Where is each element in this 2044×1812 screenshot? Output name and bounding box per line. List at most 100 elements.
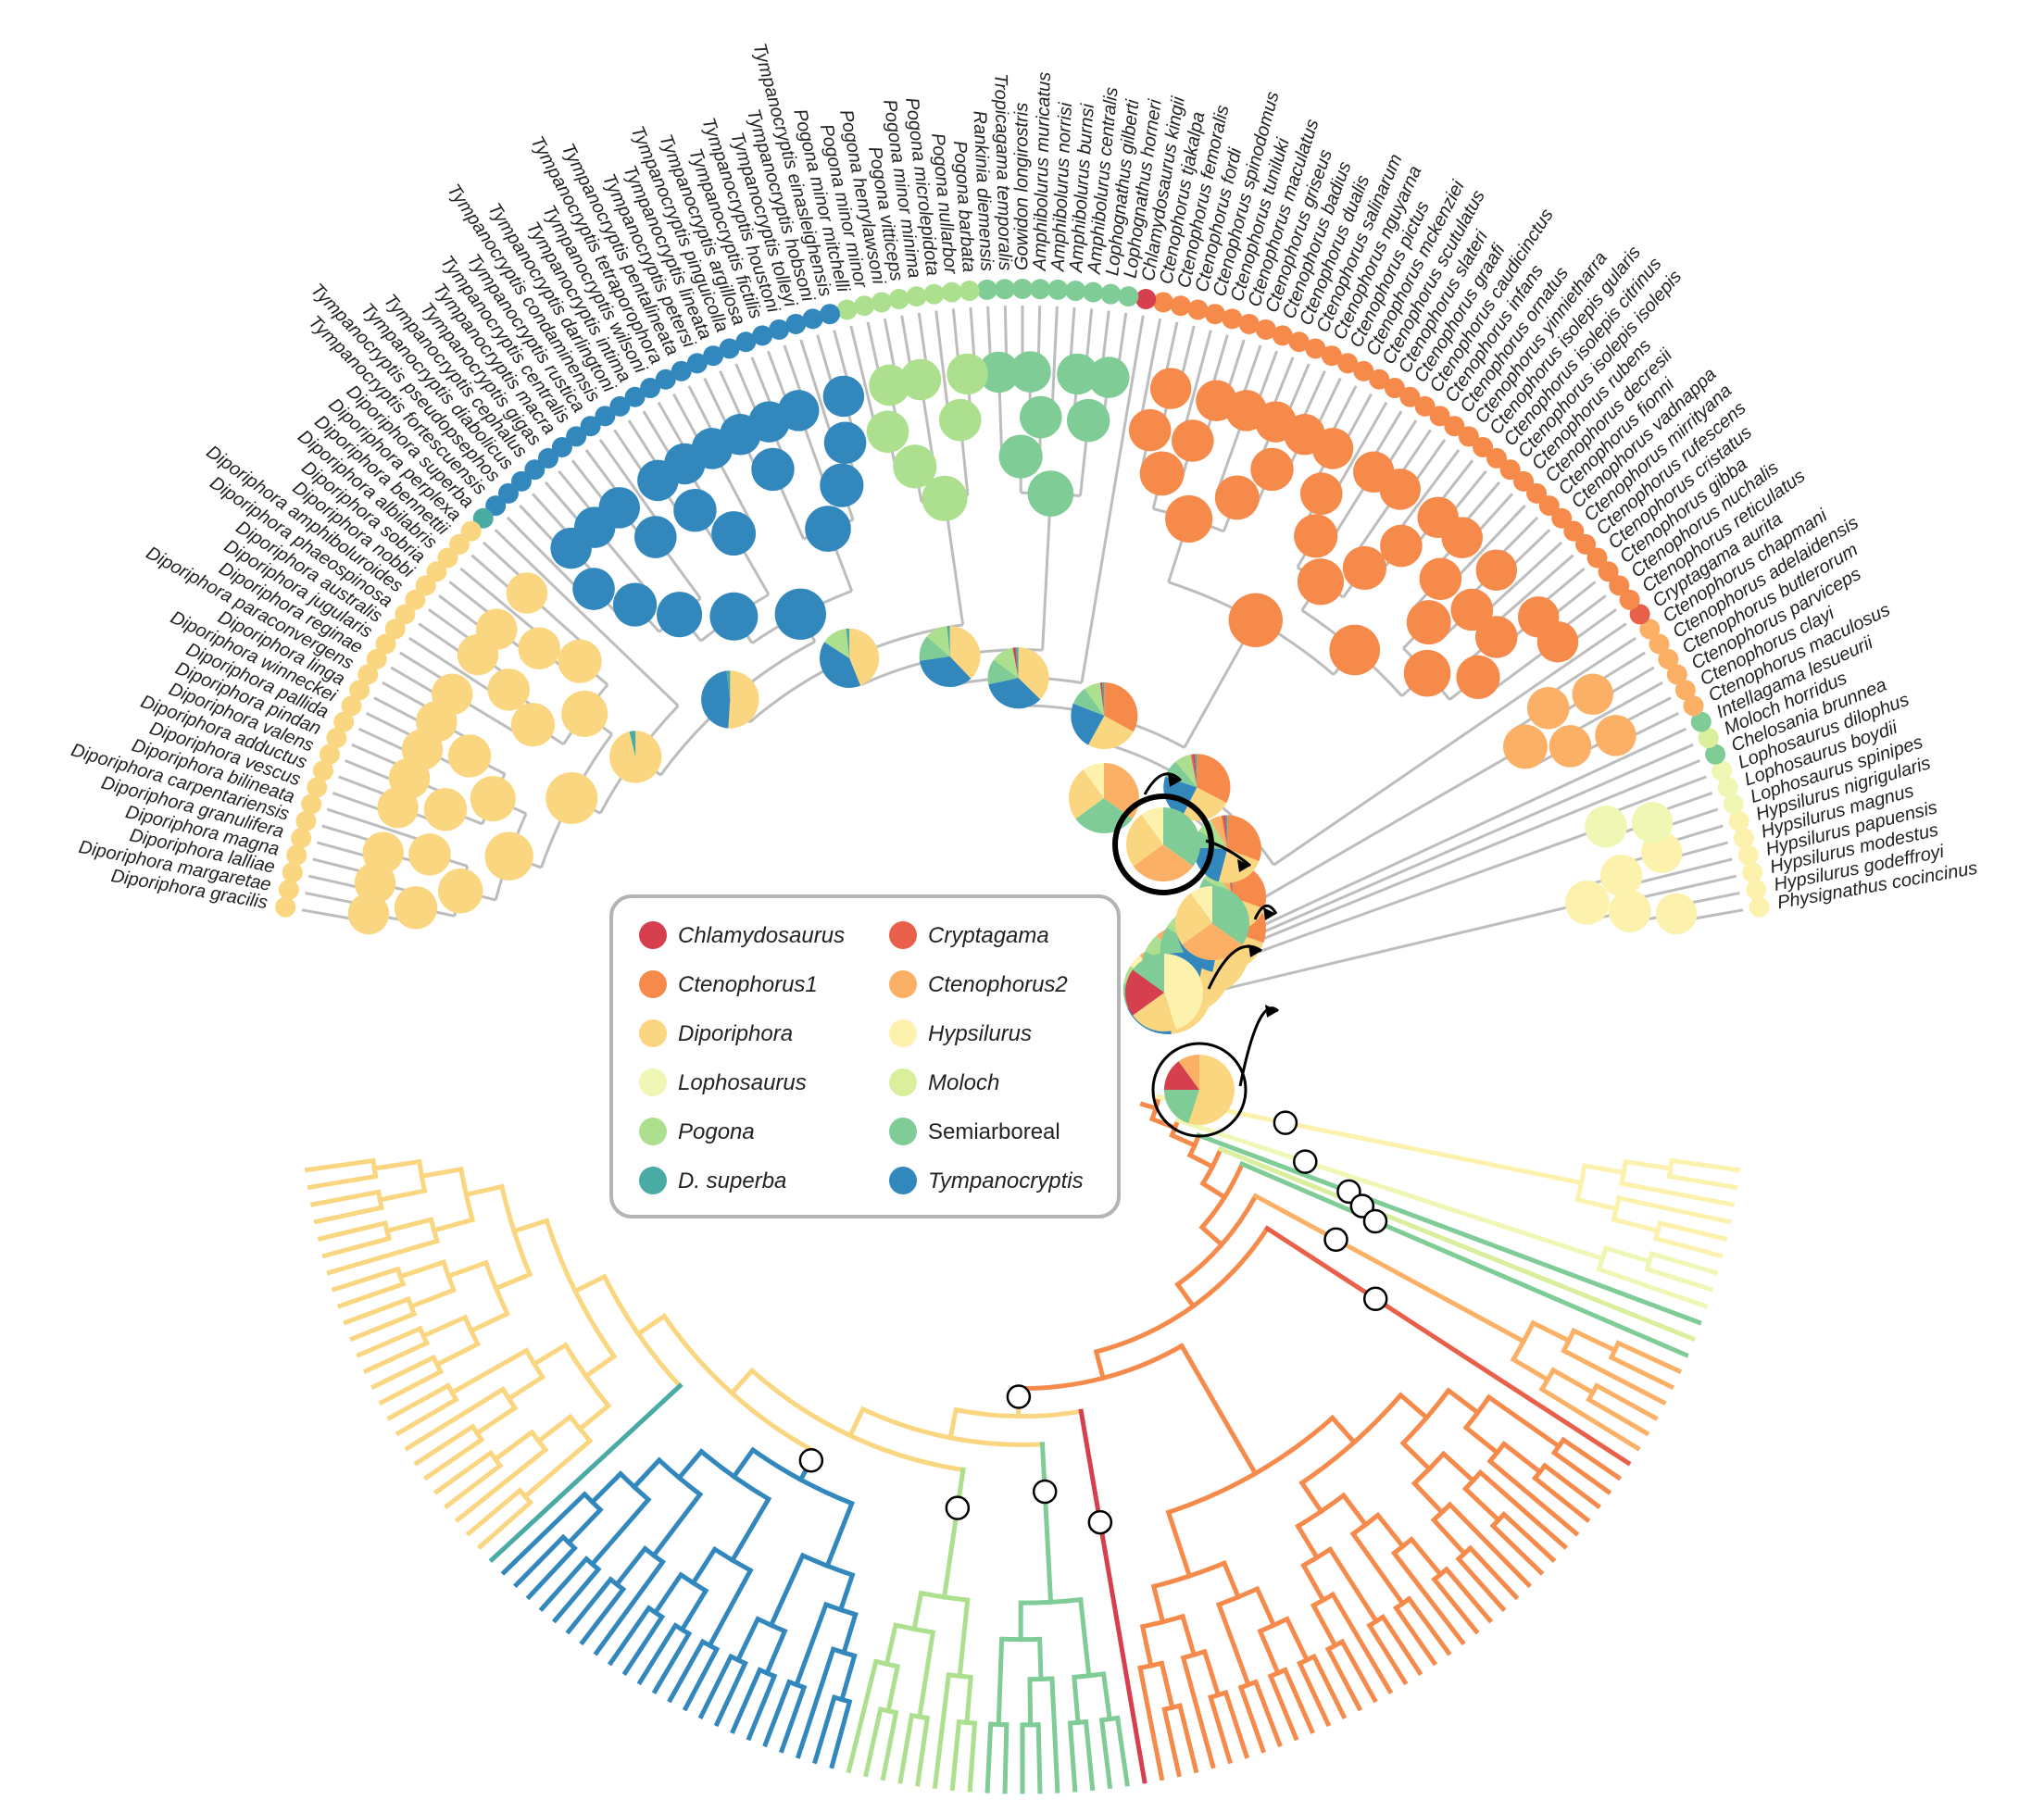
lower-branch <box>343 1295 412 1326</box>
tip-state-dot <box>326 728 347 749</box>
lower-node-arc <box>431 1356 444 1373</box>
ancestral-state-pie <box>1565 880 1610 925</box>
legend-swatch <box>639 970 667 998</box>
lower-branch <box>309 1189 382 1207</box>
lower-branch <box>1177 1703 1199 1774</box>
tip-state-dot <box>1429 406 1450 427</box>
lower-branch <box>1100 1671 1112 1722</box>
transition-marker <box>1323 1227 1348 1253</box>
lower-branch <box>445 1259 489 1280</box>
lower-branch <box>885 1663 901 1714</box>
lower-branch <box>1161 1706 1182 1778</box>
ancestral-state-pie <box>377 787 419 829</box>
ancestral-state-pie <box>1071 682 1138 750</box>
lower-branch <box>682 1645 721 1712</box>
ancestral-state-pie <box>919 626 981 688</box>
ancestral-state-pie <box>1165 494 1213 543</box>
ancestral-state-pie <box>506 572 548 614</box>
lower-branch <box>531 1342 570 1368</box>
legend-label: Moloch <box>928 1070 999 1095</box>
lower-branch <box>1114 1715 1130 1787</box>
lower-node-arc <box>1300 1393 1403 1485</box>
tip-state-dot <box>1444 416 1465 437</box>
legend-swatch <box>889 1167 917 1194</box>
tip-state-dot <box>537 447 558 469</box>
arrowhead <box>1263 907 1276 920</box>
lower-branch <box>713 1660 748 1728</box>
lower-branch <box>1340 1492 1370 1529</box>
ancestral-state-pie <box>1595 715 1636 756</box>
lower-branch <box>1252 1193 1527 1345</box>
upper-branch <box>326 807 434 845</box>
lower-branch <box>837 1571 856 1613</box>
upper-branch <box>1626 874 1737 903</box>
lower-node-arc <box>1073 1671 1104 1680</box>
lower-branch <box>1461 1485 1502 1524</box>
lower-branch <box>1467 1544 1520 1601</box>
lower-branch <box>506 1373 546 1403</box>
tip-state-dot <box>1100 283 1122 305</box>
callout-arrow <box>1253 904 1278 920</box>
tip-state-dot <box>906 286 927 307</box>
lower-branch <box>321 1235 393 1259</box>
lower-branch <box>1072 1674 1081 1726</box>
lower-node-arc <box>417 1161 427 1192</box>
lower-branch <box>795 1646 836 1759</box>
lower-branch <box>1201 1648 1222 1698</box>
tip-state-dot <box>735 331 757 353</box>
lower-node-arc <box>1096 1227 1270 1355</box>
lower-branch <box>1443 1566 1494 1624</box>
ancestral-state-pie <box>1250 447 1294 492</box>
tip-state-dot <box>871 292 892 313</box>
tip-state-dot <box>655 369 676 390</box>
tip-state-dot <box>1658 648 1679 669</box>
lower-branch <box>1649 1251 1719 1276</box>
tip-state-dot <box>1272 325 1293 346</box>
lower-branch <box>706 1567 754 1649</box>
lower-branch <box>1408 1535 1444 1578</box>
ancestral-state-pie <box>1599 854 1643 897</box>
lower-node-arc <box>376 1191 384 1208</box>
tip-state-dot <box>1733 828 1754 849</box>
ancestral-state-pie <box>866 410 909 454</box>
lower-branch <box>1267 1672 1299 1742</box>
lower-branch <box>1310 1602 1339 1649</box>
tip-state-dot <box>1012 279 1033 299</box>
upper-branch <box>1262 745 1526 900</box>
lower-branch <box>631 1456 663 1491</box>
lower-branch <box>1078 1596 1092 1679</box>
tip-state-dot <box>472 507 494 529</box>
tip-state-dot <box>959 281 980 302</box>
lower-branch <box>307 1173 379 1191</box>
lower-branch <box>1093 1348 1107 1381</box>
legend-swatch <box>889 1068 917 1096</box>
lower-branch <box>583 1353 618 1380</box>
tip-state-dot <box>752 325 773 346</box>
ancestral-state-pie <box>1300 472 1343 515</box>
ancestral-state-pie <box>347 893 390 935</box>
lower-branch <box>840 1611 859 1656</box>
lower-branch <box>1392 1605 1438 1667</box>
lower-node-arc <box>1200 1148 1223 1185</box>
transition-marker <box>1087 1509 1113 1535</box>
upper-branch <box>1080 315 1145 683</box>
lower-branch <box>1550 1449 1612 1495</box>
ancestral-state-pie <box>518 627 560 669</box>
lower-branch <box>395 1396 459 1437</box>
lower-branch <box>1137 1665 1165 1781</box>
lower-branch <box>1208 1694 1233 1765</box>
lower-branch <box>1178 1343 1259 1477</box>
tip-state-dot <box>854 295 875 317</box>
lower-node-arc <box>1029 1676 1053 1682</box>
lower-branch <box>1180 1655 1216 1769</box>
lower-branch <box>1574 1196 1620 1212</box>
lower-branch <box>463 1183 505 1198</box>
lower-branch <box>1531 1474 1591 1523</box>
highlight-ring <box>1112 794 1214 895</box>
highlight-ring <box>1151 1042 1248 1138</box>
lower-node-arc <box>1021 1597 1082 1606</box>
lower-branch <box>1039 1442 1054 1605</box>
lower-node-arc <box>662 1315 817 1455</box>
tip-state-dot <box>1749 896 1770 918</box>
